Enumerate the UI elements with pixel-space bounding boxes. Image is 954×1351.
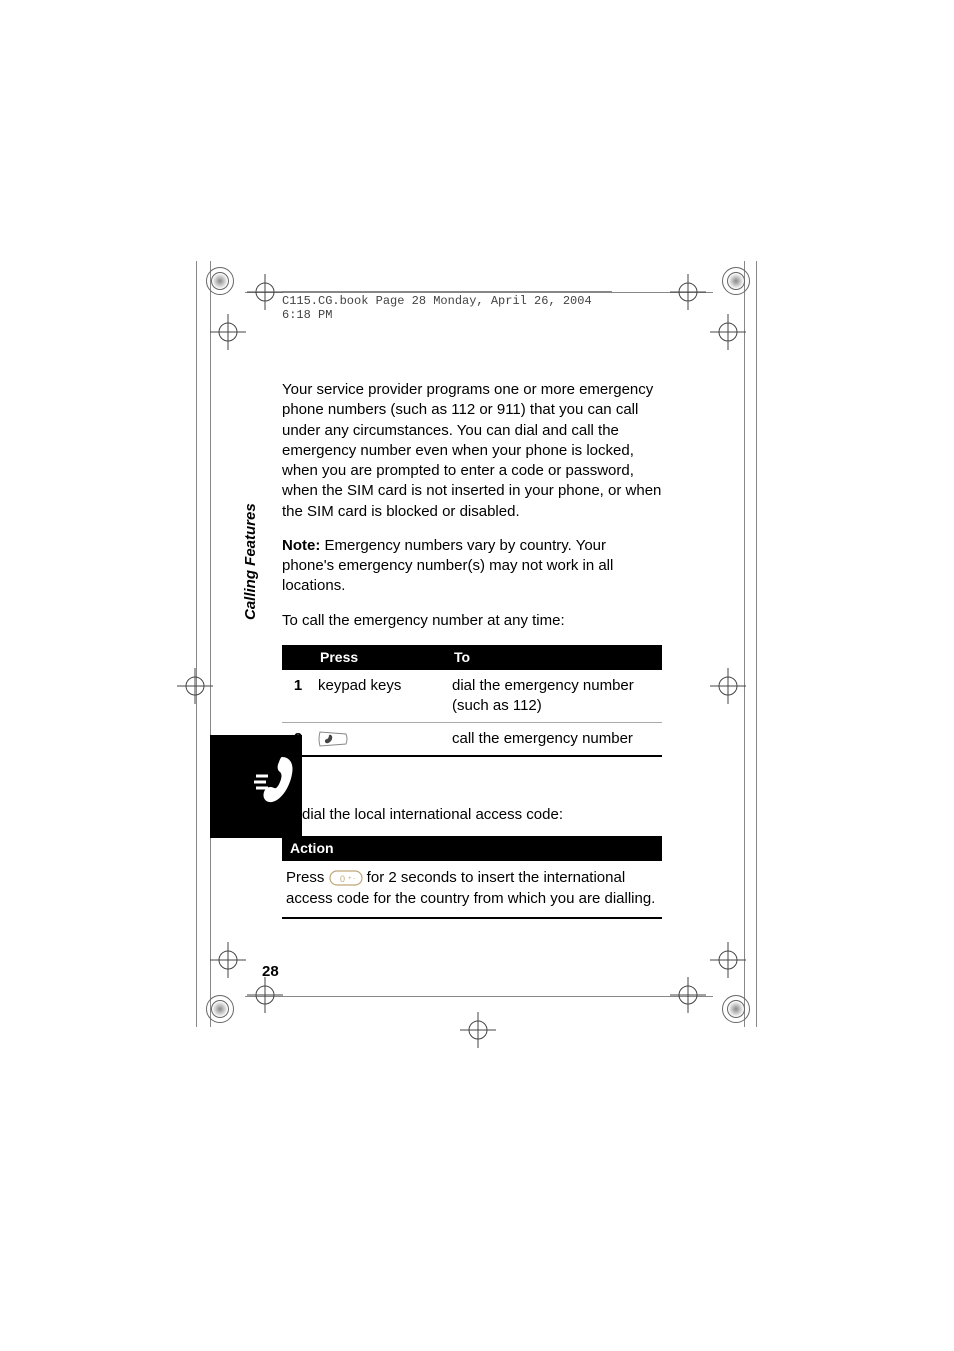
action-table: Action Press 0+ - for 2 seconds to inser… xyxy=(282,836,662,919)
crosshair-icon xyxy=(247,977,283,1013)
paragraph-intl-intro: To dial the local international access c… xyxy=(282,805,662,825)
registration-mark-icon xyxy=(206,995,234,1023)
press-to-table: Press To 1 keypad keys dial the emergenc… xyxy=(282,645,662,758)
crosshair-icon xyxy=(460,1012,496,1048)
action-body-cell: Press 0+ - for 2 seconds to insert the i… xyxy=(282,861,662,918)
crosshair-icon xyxy=(670,274,706,310)
paragraph-note: Note: Emergency numbers vary by country.… xyxy=(282,536,662,597)
crosshair-icon xyxy=(210,314,246,350)
crosshair-icon xyxy=(710,314,746,350)
registration-mark-icon xyxy=(206,267,234,295)
table-header-row: Press To xyxy=(282,645,662,670)
crosshair-icon xyxy=(210,942,246,978)
crosshair-icon xyxy=(670,977,706,1013)
crosshair-icon xyxy=(247,274,283,310)
paragraph-instruction: To call the emergency number at any time… xyxy=(282,611,662,631)
svg-text:0: 0 xyxy=(340,874,345,884)
note-text: Emergency numbers vary by country. Your … xyxy=(282,537,613,595)
paragraph-intro: Your service provider programs one or mo… xyxy=(282,380,662,522)
zero-key-icon: 0+ - xyxy=(329,870,363,886)
table-header-row: Action xyxy=(282,836,662,861)
table-row: 2 call the emergency number xyxy=(282,723,662,757)
col-header-action: Action xyxy=(282,836,662,861)
print-header: C115.CG.book Page 28 Monday, April 26, 2… xyxy=(282,291,612,322)
row-number: 1 xyxy=(282,670,314,723)
table-row: Press 0+ - for 2 seconds to insert the i… xyxy=(282,861,662,918)
action-text-prefix: Press xyxy=(286,869,329,886)
crop-frame-bottom xyxy=(245,996,713,997)
registration-mark-icon xyxy=(722,995,750,1023)
page-content: Your service provider programs one or mo… xyxy=(282,380,662,919)
crop-frame-inner-right xyxy=(744,261,745,1027)
col-header-to: To xyxy=(448,645,662,670)
to-cell: call the emergency number xyxy=(448,723,662,757)
to-cell: dial the emergency number (such as 112) xyxy=(448,670,662,723)
col-header-press: Press xyxy=(314,645,448,670)
crosshair-icon xyxy=(710,668,746,704)
registration-mark-icon xyxy=(722,267,750,295)
row-number: 2 xyxy=(282,723,314,757)
crop-frame-inner-left xyxy=(210,261,211,1027)
section-side-label: Calling Features xyxy=(242,503,259,620)
press-cell xyxy=(314,723,448,757)
note-label: Note: xyxy=(282,537,320,554)
press-cell: keypad keys xyxy=(314,670,448,723)
send-key-icon xyxy=(318,730,348,748)
svg-text:+ -: + - xyxy=(348,876,355,882)
crosshair-icon xyxy=(710,942,746,978)
crosshair-icon xyxy=(177,668,213,704)
table-row: 1 keypad keys dial the emergency number … xyxy=(282,670,662,723)
page-number: 28 xyxy=(262,963,279,980)
